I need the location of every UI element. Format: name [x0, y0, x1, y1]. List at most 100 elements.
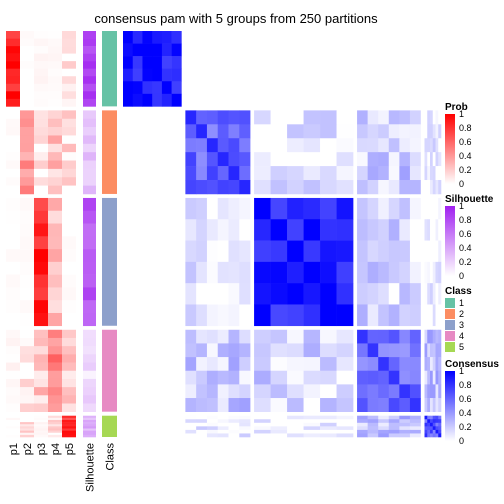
prob-cell-p1-class4: [6, 337, 20, 347]
consensus-block-5-3: [303, 422, 321, 427]
prob-cell-p5-class2: [62, 152, 76, 161]
consensus-block-2-2: [228, 166, 240, 181]
consensus-block-3-3: [303, 304, 321, 327]
consensus-block-3-4: [388, 219, 400, 241]
consensus-block-3-5: [427, 197, 431, 220]
consensus-block-5-5: [435, 429, 439, 434]
consensus-block-5-2: [196, 426, 208, 431]
prob-cell-p2-class5: [20, 428, 34, 431]
consensus-block-2-3: [287, 180, 304, 195]
prob-cell-p5-class5: [62, 434, 76, 438]
prob-cell-p3-class4: [34, 395, 48, 404]
consensus-block-2-5: [432, 152, 436, 167]
prob-cell-p5-class1: [62, 31, 76, 39]
consensus-block-4-5: [438, 329, 442, 344]
prob-cell-p2-class3: [20, 210, 34, 224]
consensus-block-5-5: [430, 415, 434, 420]
consensus-block-5-3: [320, 426, 337, 431]
consensus-block-5-2: [206, 433, 219, 438]
consensus-block-2-3: [336, 166, 354, 181]
prob-cell-p5-class1: [62, 38, 76, 47]
consensus-block-2-4: [357, 110, 368, 125]
legends: Prob10.80.60.40.20Silhouette10.80.60.40.…: [445, 102, 499, 446]
prob-cell-p5-class3: [62, 197, 76, 212]
consensus-block-5-2: [217, 415, 229, 420]
silhouette-cell-class4: [83, 354, 96, 363]
consensus-block-3-5: [432, 283, 436, 305]
prob-cell-p4-class5: [48, 417, 62, 421]
silhouette-cell-class1: [83, 31, 96, 39]
silhouette-cell-class3: [83, 236, 96, 250]
consensus-block-4-4: [357, 357, 368, 372]
consensus-block-2-3: [320, 124, 337, 139]
consensus-block-5-2: [206, 415, 219, 420]
consensus-block-5-5: [438, 419, 442, 424]
consensus-block-4-4: [378, 384, 390, 399]
consensus-block-5-4: [357, 419, 368, 424]
consensus-block-5-5: [432, 426, 436, 431]
silhouette-cell-class5: [83, 422, 96, 425]
consensus-block-4-5: [432, 398, 436, 412]
prob-cell-p2-class2: [20, 118, 34, 128]
consensus-block-3-3: [270, 304, 288, 327]
prob-cell-p2-class2: [20, 168, 34, 178]
consensus-block-5-5: [424, 433, 428, 438]
consensus-block-1-1: [161, 56, 172, 69]
consensus-block-3-5: [430, 197, 434, 220]
consensus-block-5-2: [196, 415, 208, 420]
prob-cell-p5-class5: [62, 428, 76, 431]
prob-cell-p1-class3: [6, 197, 20, 212]
consensus-block-4-4: [409, 384, 421, 399]
consensus-block-4-2: [196, 357, 208, 372]
prob-cell-p3-class4: [34, 329, 48, 339]
prob-cell-p5-class5: [62, 430, 76, 434]
consensus-block-3-2: [239, 261, 251, 284]
prob-cell-p3-class2: [34, 168, 48, 178]
class-cell-3: [102, 197, 117, 326]
consensus-block-5-5: [438, 415, 442, 420]
consensus-block-5-5: [432, 419, 436, 424]
prob-cell-p4-class1: [48, 46, 62, 54]
consensus-block-3-5: [432, 197, 436, 220]
consensus-block-5-3: [270, 426, 288, 431]
silhouette-cell-class5: [83, 417, 96, 421]
silhouette-cell-class2: [83, 185, 96, 195]
prob-cell-p1-class2: [6, 152, 20, 161]
prob-cell-p2-class3: [20, 236, 34, 250]
prob-cell-p4-class2: [48, 110, 62, 120]
consensus-block-5-4: [378, 429, 390, 434]
consensus-block-2-2: [228, 124, 240, 139]
prob-cell-p5-class1: [62, 83, 76, 92]
consensus-block-1-1: [123, 93, 134, 107]
consensus-block-2-2: [196, 138, 208, 153]
consensus-block-4-4: [399, 398, 411, 412]
consensus-block-1-1: [132, 68, 143, 82]
prob-cell-p2-class2: [20, 160, 34, 170]
prob-cell-p2-class1: [20, 46, 34, 54]
prob-cell-p2-class4: [20, 378, 34, 388]
consensus-block-2-4: [357, 180, 368, 195]
consensus-block-4-4: [388, 357, 400, 372]
consensus-block-5-5: [435, 419, 439, 424]
consensus-block-1-1: [161, 43, 172, 57]
silhouette-cell-class2: [83, 160, 96, 170]
consensus-block-3-3: [254, 197, 271, 220]
consensus-block-3-2: [206, 240, 219, 263]
consensus-block-4-3: [270, 384, 288, 399]
consensus-block-3-3: [287, 219, 304, 241]
consensus-block-3-2: [206, 304, 219, 327]
consensus-block-4-5: [430, 343, 434, 358]
consensus-block-5-3: [254, 433, 271, 438]
consensus-block-3-2: [217, 261, 229, 284]
consensus-block-4-2: [185, 384, 197, 399]
consensus-block-5-5: [432, 415, 436, 420]
prob-cell-p3-class1: [34, 61, 48, 69]
consensus-block-4-5: [432, 357, 436, 372]
consensus-block-1-1: [152, 93, 163, 107]
consensus-block-5-4: [357, 429, 368, 434]
consensus-block-3-4: [388, 304, 400, 327]
prob-cell-p2-class5: [20, 419, 34, 423]
consensus-block-1-1: [123, 68, 134, 82]
consensus-block-4-4: [367, 343, 379, 358]
consensus-block-2-5: [438, 110, 442, 125]
